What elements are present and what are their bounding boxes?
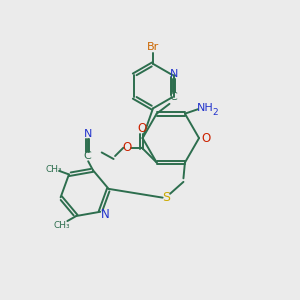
Text: N: N — [101, 208, 110, 220]
Text: C: C — [84, 151, 92, 161]
Text: O: O — [122, 141, 132, 154]
Text: Br: Br — [147, 43, 159, 52]
Text: N: N — [169, 69, 178, 80]
Text: N: N — [83, 129, 92, 139]
Text: NH: NH — [196, 103, 213, 113]
Text: O: O — [201, 132, 210, 145]
Text: 2: 2 — [213, 108, 218, 117]
Text: CH₃: CH₃ — [54, 221, 70, 230]
Text: C: C — [169, 92, 177, 102]
Text: S: S — [162, 191, 170, 204]
Text: O: O — [137, 122, 146, 136]
Text: CH₃: CH₃ — [46, 165, 62, 174]
